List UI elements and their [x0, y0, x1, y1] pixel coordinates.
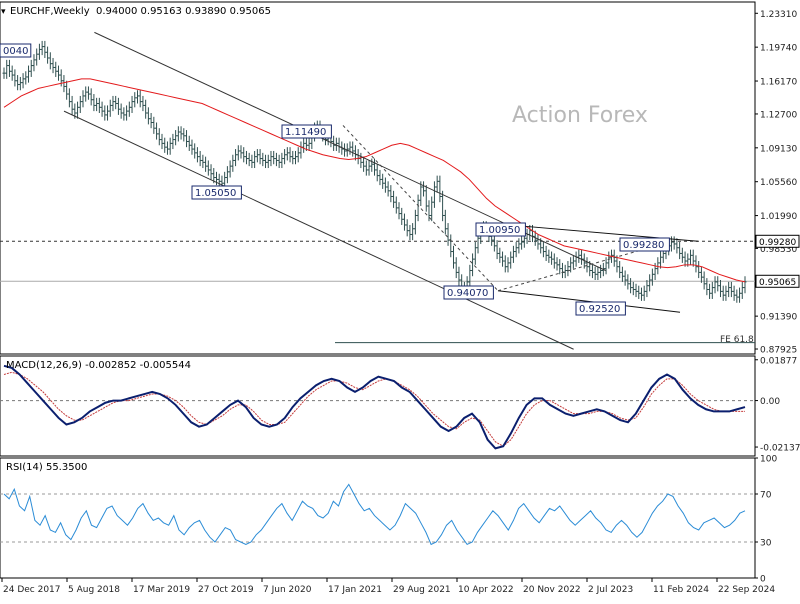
annotation-box — [443, 285, 494, 300]
macd-line — [3, 364, 746, 450]
price-badge-label: 0.99280 — [759, 238, 796, 248]
annotation-label: 0.92520 — [579, 304, 620, 315]
price-badge — [755, 274, 800, 288]
watermark: Action Forex — [512, 103, 648, 128]
time-tick-label: 2 Jul 2023 — [588, 585, 633, 595]
time-tick-label: 17 Jan 2021 — [328, 585, 382, 595]
price-axis-tick-label: 1.23310 — [760, 10, 797, 20]
macd-label: MACD(12,26,9) -0.002852 -0.005544 — [6, 360, 191, 371]
macd-axis-tick-label: 0.01877 — [760, 356, 797, 366]
annotation-box — [475, 222, 526, 237]
annotation-label: 0040 — [3, 46, 28, 57]
time-tick-label: 11 Feb 2024 — [653, 585, 709, 595]
menu-glyph: ▾ — [1, 7, 6, 17]
moving-average-line — [3, 78, 746, 283]
time-tick-label: 24 Dec 2017 — [3, 585, 61, 595]
annotation-box — [575, 301, 626, 316]
price-axis-tick-label: 1.01990 — [760, 212, 797, 222]
price-axis-tick-label: 0.98530 — [760, 245, 797, 255]
price-badge-label: 0.95065 — [759, 278, 796, 288]
price-badge — [755, 234, 800, 248]
price-axis-tick-label: 1.09130 — [760, 144, 797, 154]
rsi-line — [3, 483, 746, 546]
price-axis-tick-label: 1.19740 — [760, 44, 797, 54]
annotation-box — [281, 124, 332, 139]
rsi-axis-tick-label: 100 — [760, 455, 777, 465]
annotation-label: 1.05050 — [195, 188, 236, 199]
rsi-axis-tick-label: 30 — [760, 539, 772, 549]
price-axis-tick-label: 0.87925 — [760, 346, 797, 356]
time-tick-label: 17 Mar 2019 — [133, 585, 190, 595]
annotation-label: 0.94070 — [447, 288, 488, 299]
fib-dashed-1 — [342, 125, 499, 292]
time-tick-label: 5 Aug 2018 — [68, 585, 120, 595]
macd-axis-tick-label: 0.00 — [760, 397, 780, 407]
panel-frame — [0, 355, 756, 457]
rsi-label: RSI(14) 55.3500 — [6, 462, 87, 473]
panel-frame — [0, 457, 756, 579]
rsi-axis-tick-label: 70 — [760, 491, 772, 501]
time-tick-label: 7 Jun 2020 — [263, 585, 312, 595]
ohlc-label: 0.94000 0.95163 0.93890 0.95065 — [96, 6, 271, 17]
annotation-label: 1.00950 — [479, 225, 520, 236]
channel-lower-line — [63, 110, 574, 350]
panel-frame — [0, 1, 756, 355]
annotation-box — [619, 237, 670, 252]
rsi-panel: 100 70 30 0 RSI(14) 55.3500 — [0, 455, 777, 585]
annotation-box — [0, 43, 32, 58]
time-tick-label: 10 Apr 2022 — [458, 585, 514, 595]
annotation-label: 1.11490 — [285, 127, 326, 138]
macd-panel: 0.01877 0.00 -0.021378 MACD(12,26,9) -0.002… — [0, 355, 800, 457]
fe-label: FE 61.8 — [720, 335, 754, 345]
price-axis-tick-label: 1.16170 — [760, 78, 797, 88]
price-axis-tick-label: 0.91390 — [760, 313, 797, 323]
rsi-axis-tick-label: 0 — [760, 575, 766, 585]
time-tick-label: 29 Aug 2021 — [393, 585, 451, 595]
time-tick-label: 22 Sep 2024 — [718, 585, 775, 595]
trendline-lower — [497, 290, 681, 313]
time-axis: 24 Dec 2017 5 Aug 2018 17 Mar 2019 27 Oct 2… — [1, 578, 775, 595]
price-axis-tick-label: 1.12700 — [760, 110, 797, 120]
annotation-label: 0.99280 — [623, 240, 664, 251]
time-tick-label: 20 Nov 2022 — [523, 585, 581, 595]
price-panel: Action Forex 0040 1.11490 1.05050 1.00950 0.9… — [0, 1, 800, 356]
price-axis-tick-label: 1.05560 — [760, 178, 797, 188]
time-tick-label: 27 Oct 2019 — [198, 585, 254, 595]
macd-axis-tick-label: -0.021378 — [760, 444, 800, 454]
symbol-label: EURCHF,Weekly — [10, 6, 90, 17]
annotation-box — [191, 185, 242, 200]
